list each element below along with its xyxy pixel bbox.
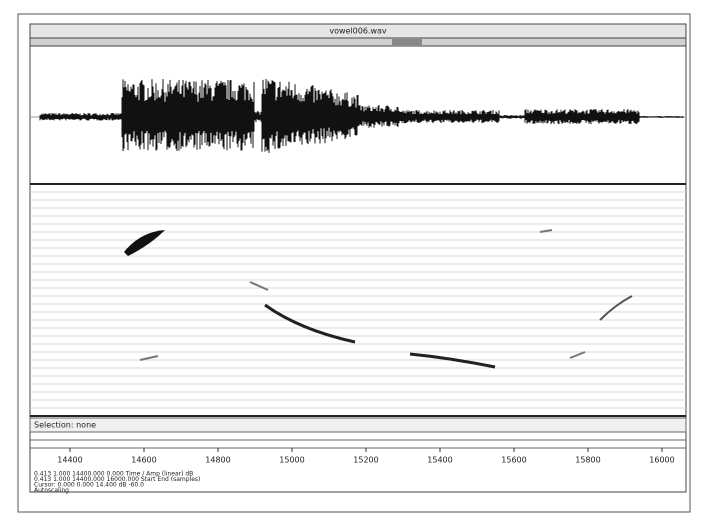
status-text: Selection: none [34, 421, 96, 430]
time-tick-label: 14800 [205, 456, 230, 465]
time-tick-label: 15800 [575, 456, 600, 465]
formant-track [599, 295, 633, 321]
info-lines: 0.413 1.000 14400.000 0.000 Time / Amp (… [34, 471, 200, 495]
time-tick-label: 14400 [57, 456, 82, 465]
formant-track [139, 229, 586, 361]
status-bar [29, 417, 687, 433]
window-title: vowel006.wav [329, 27, 387, 36]
info-line: Autoscaling [34, 487, 69, 494]
time-tick-label: 15400 [427, 456, 452, 465]
formant-track [264, 303, 356, 344]
formant-blob [124, 230, 165, 256]
time-tick-label: 14600 [131, 456, 156, 465]
time-tick-label: 15000 [279, 456, 304, 465]
scrollbar[interactable] [29, 37, 687, 47]
waveform-panel [30, 79, 686, 153]
info-line: Cursor: 0.000 0.000 14.400 dB -60.0 [34, 482, 144, 489]
time-axis: 14400 14600 14800 15000 15200 15400 15600 15800… [57, 448, 675, 465]
info-line: 0.413 1.000 14400.000 16000.000 Start En… [34, 476, 200, 483]
spectrogram-panel [30, 191, 686, 409]
formant-track [409, 352, 496, 369]
waveform [39, 79, 684, 153]
time-tick-label: 15600 [501, 456, 526, 465]
info-line: 0.413 1.000 14400.000 0.000 Time / Amp (… [34, 471, 193, 478]
scroll-thumb[interactable] [392, 39, 422, 45]
time-tick-label: 16000 [649, 456, 674, 465]
time-tick-label: 15200 [353, 456, 378, 465]
